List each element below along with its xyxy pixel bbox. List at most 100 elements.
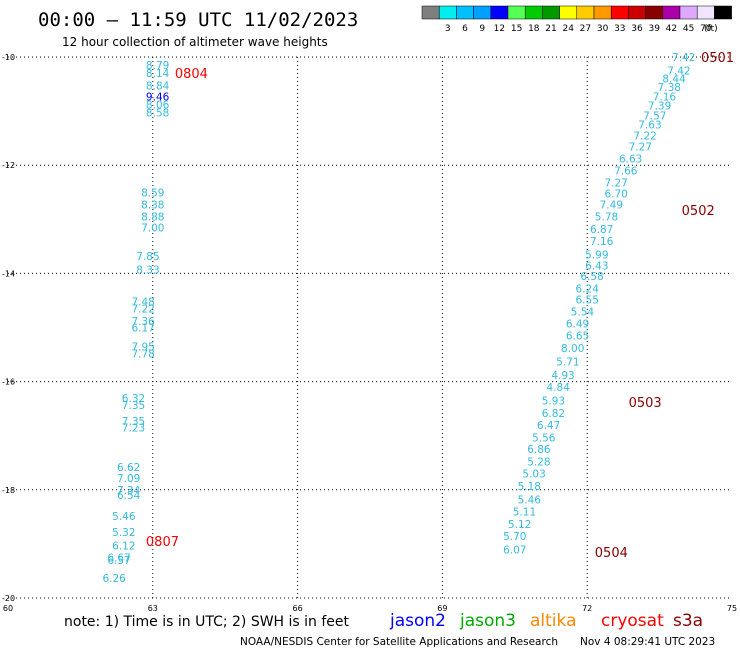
wave-height-value: 7.22 (633, 130, 656, 142)
legend-label: 3 (445, 24, 451, 34)
color-legend: 3 6 9 12 15 18 21 24 27 30 33 36 39 42 45 70(ft) (421, 5, 732, 34)
legend-label: 70 (700, 24, 712, 34)
wave-height-value: 6.12 (112, 541, 135, 553)
legend-swatch (662, 5, 681, 20)
wave-height-value: 7.35 (122, 400, 145, 412)
wave-height-value: 5.28 (527, 457, 550, 469)
wave-height-value: 7.48 (131, 297, 154, 309)
pass-id-label: 0504 (595, 546, 628, 561)
wave-height-value: 5.56 (532, 432, 556, 444)
legend-unit: (ft) (704, 24, 718, 34)
legend-swatch (490, 5, 509, 20)
wave-height-value: 5.32 (112, 527, 135, 539)
wave-height-value: 8.06 (146, 100, 170, 112)
wave-height-value: 7.39 (648, 101, 671, 113)
wave-height-value: 5.93 (542, 396, 565, 408)
wave-height-value: 4.93 (551, 370, 574, 382)
wave-height-value: 6.82 (542, 408, 565, 420)
pass-id-label: 0502 (682, 204, 715, 219)
x-tick-label: 63 (148, 604, 158, 613)
x-tick-label: 60 (3, 604, 13, 613)
legend-label: 21 (545, 24, 556, 34)
wave-height-value: 7.42 (672, 52, 695, 64)
wave-height-value: 8.14 (146, 68, 170, 80)
legend-swatch (593, 5, 612, 20)
x-tick-label: 69 (437, 604, 447, 613)
legend-label: 36 (631, 24, 643, 34)
y-tick-label: -12 (2, 161, 15, 170)
pass-id-label: 0804 (175, 67, 208, 82)
satellite-cryosat: cryosat (601, 611, 664, 631)
legend-swatch (628, 5, 646, 20)
legend-label: 45 (683, 24, 694, 34)
wave-height-value: 7.85 (136, 251, 159, 263)
wave-height-value: 6.47 (537, 420, 560, 432)
legend-label: 42 (666, 24, 677, 34)
wave-height-value: 7.16 (590, 236, 614, 248)
legend-swatch (645, 5, 664, 20)
wave-height-value: 6.57 (107, 555, 130, 567)
wave-height-value: 5.12 (508, 519, 531, 531)
wave-height-value: 7.35 (122, 416, 145, 428)
wave-height-value: 6.07 (503, 544, 526, 556)
legend-label: 9 (479, 24, 485, 34)
wave-height-value: 6.58 (580, 271, 603, 283)
satellite-jason3: jason3 (459, 611, 516, 631)
legend-swatch (714, 5, 732, 20)
wave-height-value: 7.23 (122, 423, 145, 435)
legend-swatch (473, 5, 492, 20)
legend-swatch (456, 5, 474, 20)
wave-height-value: 8.33 (136, 265, 159, 277)
wave-height-value: 5.78 (595, 212, 618, 224)
pass-id-label: 0503 (629, 396, 662, 411)
legend-swatch (696, 5, 715, 20)
legend-label: 12 (494, 24, 505, 34)
x-tick-label: 75 (727, 604, 737, 613)
wave-height-value: 6.49 (566, 319, 589, 331)
pass-id-labels: 0804 0501 0502 0503 0504 0807 (146, 51, 734, 561)
wave-height-value: 7.42 (667, 66, 690, 78)
wave-height-value: 5.70 (503, 531, 526, 543)
wave-height-value: 9.46 (146, 91, 170, 103)
wave-height-value: 7.34 (117, 485, 141, 497)
wave-height-value: 4.84 (547, 382, 571, 394)
y-tick-label: -10 (2, 53, 15, 62)
wave-height-value: 7.66 (614, 166, 638, 178)
chart-subtitle: 12 hour collection of altimeter wave hei… (62, 35, 328, 49)
wave-height-value: 7.36 (131, 316, 155, 328)
wave-height-value: 5.71 (556, 357, 579, 369)
wave-height-labels: 8.798.148.849.468.068.58 8.598.388.887.00… (102, 52, 695, 585)
legend-label: 39 (648, 24, 660, 34)
wave-height-value: 6.86 (527, 444, 551, 456)
wave-height-value: 5.54 (571, 306, 595, 318)
legend-swatch (542, 5, 560, 20)
satellite-altika: altika (530, 611, 577, 631)
wave-height-value: 6.62 (117, 462, 140, 474)
wave-height-value: 8.00 (561, 343, 584, 355)
legend-label: 6 (462, 24, 468, 34)
legend-label: 18 (528, 24, 540, 34)
wave-height-value: 6.24 (576, 284, 600, 296)
wave-height-value: 5.46 (112, 511, 136, 523)
wave-height-value: 6.17 (131, 323, 154, 335)
wave-height-value: 8.59 (141, 187, 164, 199)
footer-credit: NOAA/NESDIS Center for Satellite Applica… (240, 636, 558, 648)
y-tick-label: -20 (2, 594, 15, 603)
wave-height-value: 6.55 (576, 294, 599, 306)
legend-swatch (507, 5, 526, 20)
satellite-jason2: jason2 (389, 611, 446, 631)
wave-height-value: 7.63 (638, 120, 661, 132)
wave-height-value: 6.67 (107, 552, 130, 564)
wave-height-value: 7.27 (629, 141, 652, 153)
x-tick-label: 66 (293, 604, 303, 613)
y-tick-label: -14 (2, 269, 15, 278)
wave-height-value: 6.65 (566, 331, 589, 343)
wave-height-value: 8.84 (146, 81, 170, 93)
wave-height-value: 8.38 (141, 200, 164, 212)
wave-height-value: 6.63 (619, 154, 642, 166)
wave-height-value: 7.22 (131, 304, 154, 316)
wave-height-value: 5.18 (518, 481, 541, 493)
legend-swatch (524, 5, 543, 20)
